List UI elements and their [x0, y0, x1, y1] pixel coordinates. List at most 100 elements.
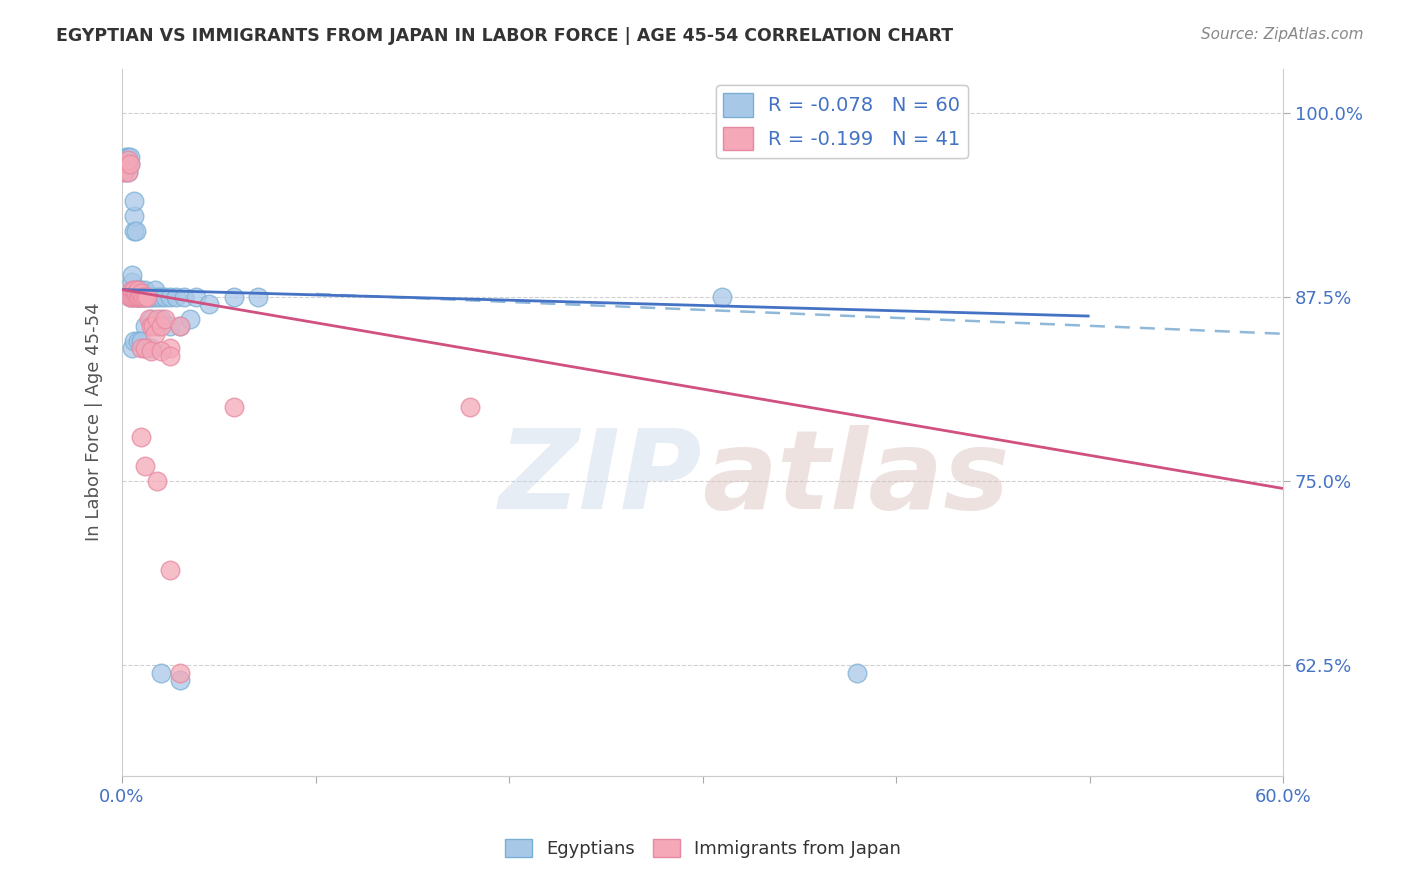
Point	[121, 342, 143, 356]
Point	[146, 290, 169, 304]
Point	[127, 283, 149, 297]
Text: EGYPTIAN VS IMMIGRANTS FROM JAPAN IN LABOR FORCE | AGE 45-54 CORRELATION CHART: EGYPTIAN VS IMMIGRANTS FROM JAPAN IN LAB…	[56, 27, 953, 45]
Y-axis label: In Labor Force | Age 45-54: In Labor Force | Age 45-54	[86, 303, 103, 541]
Point	[159, 290, 181, 304]
Point	[118, 157, 141, 171]
Point	[146, 312, 169, 326]
Point	[169, 673, 191, 687]
Point	[169, 665, 191, 680]
Point	[115, 157, 138, 171]
Point	[121, 275, 143, 289]
Point	[184, 290, 207, 304]
Point	[122, 290, 145, 304]
Point	[124, 290, 146, 304]
Point	[159, 562, 181, 576]
Point	[246, 290, 269, 304]
Point	[224, 401, 246, 415]
Point	[115, 150, 138, 164]
Point	[142, 290, 165, 304]
Point	[131, 430, 153, 444]
Point	[128, 283, 150, 297]
Point	[149, 344, 172, 359]
Point	[136, 290, 159, 304]
Point	[159, 349, 181, 363]
Point	[149, 312, 172, 326]
Point	[127, 334, 149, 348]
Point	[127, 290, 149, 304]
Point	[138, 312, 160, 326]
Point	[121, 268, 143, 282]
Point	[153, 290, 176, 304]
Point	[117, 150, 139, 164]
Point	[165, 290, 187, 304]
Point	[128, 290, 150, 304]
Legend: Egyptians, Immigrants from Japan: Egyptians, Immigrants from Japan	[498, 831, 908, 865]
Point	[146, 319, 169, 334]
Point	[122, 209, 145, 223]
Point	[121, 283, 143, 297]
Point	[122, 224, 145, 238]
Point	[118, 290, 141, 304]
Point	[132, 290, 155, 304]
Point	[179, 312, 201, 326]
Point	[134, 290, 156, 304]
Point	[142, 319, 165, 334]
Text: ZIP: ZIP	[499, 425, 703, 533]
Point	[146, 474, 169, 488]
Point	[149, 319, 172, 334]
Point	[122, 283, 145, 297]
Point	[134, 290, 156, 304]
Point	[134, 342, 156, 356]
Point	[149, 665, 172, 680]
Point	[128, 290, 150, 304]
Point	[149, 290, 172, 304]
Point	[115, 161, 138, 176]
Point	[159, 342, 181, 356]
Point	[118, 157, 141, 171]
Point	[846, 665, 869, 680]
Point	[117, 164, 139, 178]
Text: Source: ZipAtlas.com: Source: ZipAtlas.com	[1201, 27, 1364, 42]
Point	[122, 194, 145, 208]
Point	[117, 153, 139, 167]
Point	[139, 342, 162, 356]
Point	[118, 150, 141, 164]
Point	[127, 283, 149, 297]
Point	[139, 290, 162, 304]
Point	[139, 312, 162, 326]
Point	[131, 283, 153, 297]
Point	[112, 164, 135, 178]
Point	[121, 290, 143, 304]
Legend: R = -0.078   N = 60, R = -0.199   N = 41: R = -0.078 N = 60, R = -0.199 N = 41	[716, 86, 969, 158]
Point	[131, 334, 153, 348]
Point	[169, 319, 191, 334]
Point	[224, 290, 246, 304]
Point	[134, 283, 156, 297]
Point	[153, 312, 176, 326]
Point	[134, 459, 156, 474]
Point	[139, 344, 162, 359]
Point	[112, 164, 135, 178]
Point	[136, 290, 159, 304]
Point	[131, 342, 153, 356]
Point	[124, 283, 146, 297]
Point	[134, 319, 156, 334]
Point	[132, 290, 155, 304]
Point	[118, 290, 141, 304]
Point	[139, 319, 162, 334]
Text: atlas: atlas	[703, 425, 1010, 533]
Point	[121, 290, 143, 304]
Point	[131, 290, 153, 304]
Point	[159, 319, 181, 334]
Point	[124, 290, 146, 304]
Point	[460, 401, 482, 415]
Point	[131, 290, 153, 304]
Point	[143, 283, 166, 297]
Point	[134, 342, 156, 356]
Point	[117, 157, 139, 171]
Point	[124, 224, 146, 238]
Point	[117, 164, 139, 178]
Point	[710, 290, 733, 304]
Point	[127, 290, 149, 304]
Point	[138, 290, 160, 304]
